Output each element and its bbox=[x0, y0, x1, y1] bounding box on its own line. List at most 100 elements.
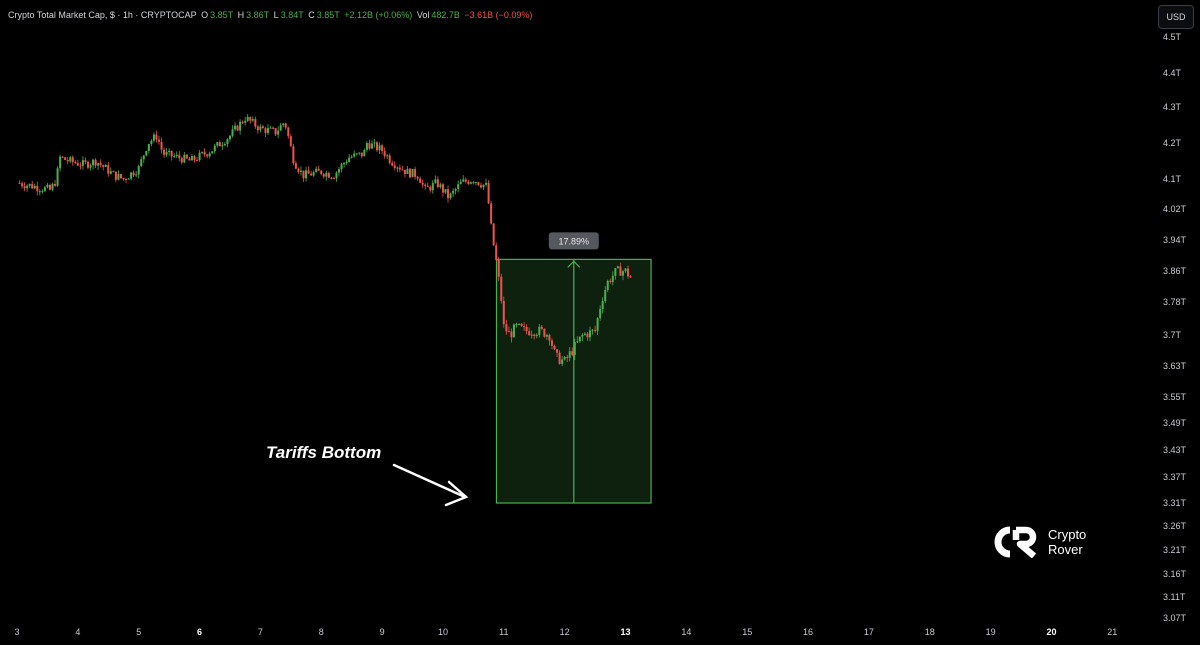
candle-body bbox=[269, 127, 272, 129]
candle-body bbox=[439, 184, 442, 188]
candle-body bbox=[59, 156, 62, 169]
candle-body bbox=[267, 128, 270, 134]
candle-body bbox=[370, 143, 373, 149]
candle-body bbox=[586, 333, 589, 338]
candle-body bbox=[272, 127, 275, 129]
candle-body bbox=[274, 128, 277, 135]
candle-body bbox=[436, 179, 439, 188]
y-tick-label: 3.63T bbox=[1163, 361, 1187, 371]
candle-body bbox=[249, 116, 252, 121]
candle-body bbox=[211, 151, 214, 154]
y-tick-label: 3.21T bbox=[1163, 545, 1187, 555]
candle-body bbox=[619, 266, 622, 276]
candles bbox=[18, 113, 632, 367]
high-label: H bbox=[237, 10, 245, 20]
candle-body bbox=[56, 168, 59, 186]
candle-body bbox=[168, 150, 171, 153]
tariffs-bottom-annotation: Tariffs Bottom bbox=[266, 443, 381, 462]
candle-body bbox=[284, 123, 287, 128]
currency-button[interactable]: USD bbox=[1158, 5, 1194, 29]
candle-body bbox=[102, 164, 105, 167]
candle-body bbox=[216, 142, 219, 146]
candle-body bbox=[462, 179, 465, 182]
candle-body bbox=[568, 351, 571, 358]
candle-body bbox=[545, 334, 548, 337]
open-label: O bbox=[201, 10, 209, 20]
chart-legend: Crypto Total Market Cap, $ · 1h · CRYPTO… bbox=[8, 10, 534, 20]
candle-body bbox=[431, 182, 434, 191]
logo-line2: Rover bbox=[1048, 542, 1083, 557]
candle-body bbox=[365, 143, 368, 150]
candle-body bbox=[502, 300, 505, 325]
y-tick-label: 4.2T bbox=[1163, 138, 1182, 148]
high-value: 3.86T bbox=[246, 10, 270, 20]
candle-body bbox=[261, 126, 264, 129]
candle-body bbox=[368, 143, 371, 149]
candle-body bbox=[81, 160, 84, 166]
candle-body bbox=[510, 331, 513, 338]
candle-body bbox=[236, 125, 239, 131]
candle-body bbox=[130, 172, 133, 179]
candle-body bbox=[571, 351, 574, 355]
candle-body bbox=[378, 145, 381, 151]
candle-body bbox=[145, 150, 148, 156]
candle-body bbox=[530, 334, 533, 336]
y-axis[interactable]: 4.5T 4.4T 4.3T 4.2T 4.1T 4.02T 3.94T 3.86T 3.78T… bbox=[1163, 32, 1187, 623]
candle-body bbox=[61, 156, 64, 158]
candle-body bbox=[299, 170, 302, 172]
candle-body bbox=[201, 152, 204, 154]
candle-body bbox=[627, 268, 630, 277]
candle-body bbox=[487, 182, 490, 204]
candle-body bbox=[173, 155, 176, 157]
candle-body bbox=[79, 165, 82, 167]
candle-body bbox=[322, 174, 325, 177]
candle-body bbox=[86, 161, 89, 168]
candle-body bbox=[140, 159, 143, 167]
candle-body bbox=[495, 245, 498, 260]
x-axis[interactable]: 3 4 5 6 7 8 9 10 11 12 13 14 15 16 17 18 19 20 21 bbox=[14, 627, 1117, 637]
candle-body bbox=[474, 182, 477, 184]
candle-body bbox=[99, 163, 102, 165]
candle-body bbox=[239, 121, 242, 131]
candle-body bbox=[492, 223, 495, 246]
candle-body bbox=[122, 178, 125, 180]
candle-body bbox=[393, 165, 396, 168]
open-value: 3.85T bbox=[210, 10, 234, 20]
candle-body bbox=[170, 150, 173, 157]
candle-body bbox=[196, 159, 199, 161]
candle-body bbox=[92, 159, 95, 166]
candle-body bbox=[228, 135, 231, 140]
low-value: 3.84T bbox=[280, 10, 304, 20]
candle-body bbox=[23, 186, 26, 189]
candle-body bbox=[119, 174, 122, 179]
candle-body bbox=[454, 189, 457, 191]
candle-body bbox=[419, 178, 422, 183]
candle-body bbox=[490, 203, 493, 224]
candle-body bbox=[127, 178, 130, 180]
candle-body bbox=[594, 329, 597, 331]
percent-label: 17.89% bbox=[559, 236, 590, 246]
candle-body bbox=[348, 157, 351, 163]
candle-body bbox=[621, 271, 624, 276]
measure-arrow-head bbox=[567, 260, 581, 268]
candle-body bbox=[287, 127, 290, 137]
candle-body bbox=[386, 155, 389, 157]
candle-body bbox=[226, 139, 229, 145]
candle-body bbox=[297, 168, 300, 172]
candle-body bbox=[528, 331, 531, 336]
candle-body bbox=[523, 326, 526, 328]
candle-body bbox=[520, 323, 523, 327]
candle-body bbox=[71, 157, 74, 162]
candle-body bbox=[48, 184, 51, 190]
candle-body bbox=[464, 179, 467, 182]
x-tick-label: 13 bbox=[620, 627, 630, 637]
candle-body bbox=[373, 142, 376, 144]
x-tick-label: 9 bbox=[380, 627, 385, 637]
candle-body bbox=[114, 171, 117, 180]
candle-body bbox=[241, 121, 244, 123]
candle-body bbox=[360, 152, 363, 157]
candle-body bbox=[581, 334, 584, 337]
candle-body bbox=[561, 359, 564, 364]
candle-body bbox=[251, 119, 254, 121]
